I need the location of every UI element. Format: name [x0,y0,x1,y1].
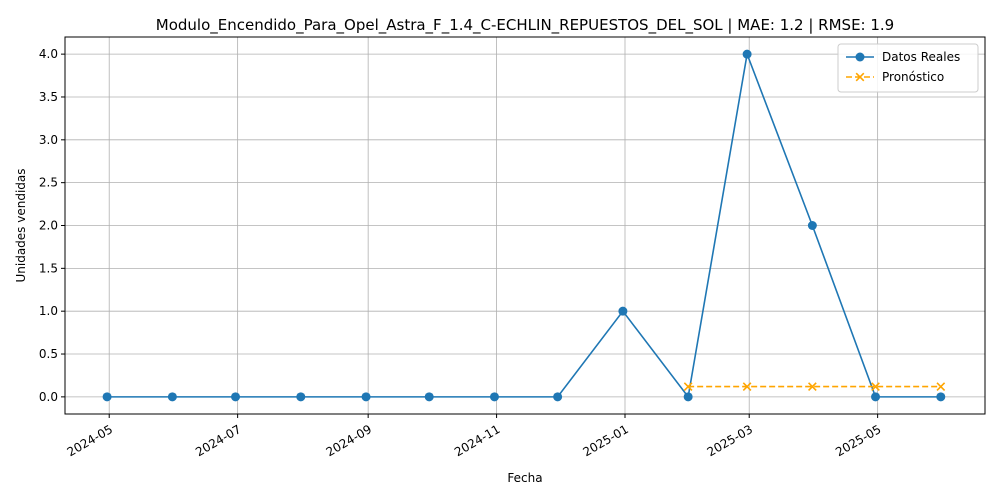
x-axis-label: Fecha [507,471,542,485]
data-point [618,306,628,316]
series-actual [102,49,946,402]
x-axis-ticks: 2024-05 2024-07 2024-09 2024-11 2025-01 2025-… [65,414,884,459]
data-point [489,392,499,402]
y-tick-label: 4.0 [39,47,58,61]
data-point [231,392,241,402]
y-tick-label: 1.5 [39,261,58,275]
x-tick-label: 2024-11 [452,422,502,459]
data-point [361,392,371,402]
data-point [936,392,946,402]
y-axis-ticks: 0.0 0.5 1.0 1.5 2.0 2.5 3.0 3.5 4.0 [39,47,65,404]
data-point [807,221,817,230]
legend-label: Pronóstico [882,70,944,84]
data-point [742,382,752,391]
legend-item: Datos Reales [846,50,960,64]
series-layer [102,49,946,402]
data-point [553,392,563,402]
legend-frame [837,43,979,93]
data-point [102,392,112,402]
y-tick-label: 2.5 [39,176,58,190]
series-forecast [683,382,946,391]
y-tick-label: 3.5 [39,90,58,104]
legend-marker [855,72,865,82]
y-tick-label: 3.0 [39,133,58,147]
chart-title: Modulo_Encendido_Para_Opel_Astra_F_1.4_C… [156,16,894,35]
x-tick-label: 2025-05 [833,422,883,459]
data-point [742,49,752,59]
data-point [424,392,434,402]
data-point [683,392,693,402]
data-point [871,382,880,391]
legend: Datos Reales Pronóstico [837,43,979,93]
legend-label: Datos Reales [882,50,960,64]
y-tick-label: 0.0 [39,390,58,404]
data-point [296,392,306,402]
x-tick-label: 2025-03 [705,422,755,459]
data-point [683,382,693,391]
y-tick-label: 0.5 [39,347,58,361]
y-axis-label: Unidades vendidas [14,168,28,282]
y-tick-label: 2.0 [39,219,58,233]
legend-marker [855,52,865,62]
data-point [167,392,177,402]
data-point [936,382,946,391]
legend-item: Pronóstico [846,70,944,84]
y-tick-label: 1.0 [39,304,58,318]
x-tick-label: 2024-07 [193,422,243,459]
series-line [107,51,941,399]
grid [65,37,985,414]
x-tick-label: 2024-05 [65,422,115,459]
data-point [808,382,817,391]
data-point [871,392,881,402]
x-tick-label: 2025-01 [580,422,630,459]
x-tick-label: 2024-09 [324,422,374,459]
